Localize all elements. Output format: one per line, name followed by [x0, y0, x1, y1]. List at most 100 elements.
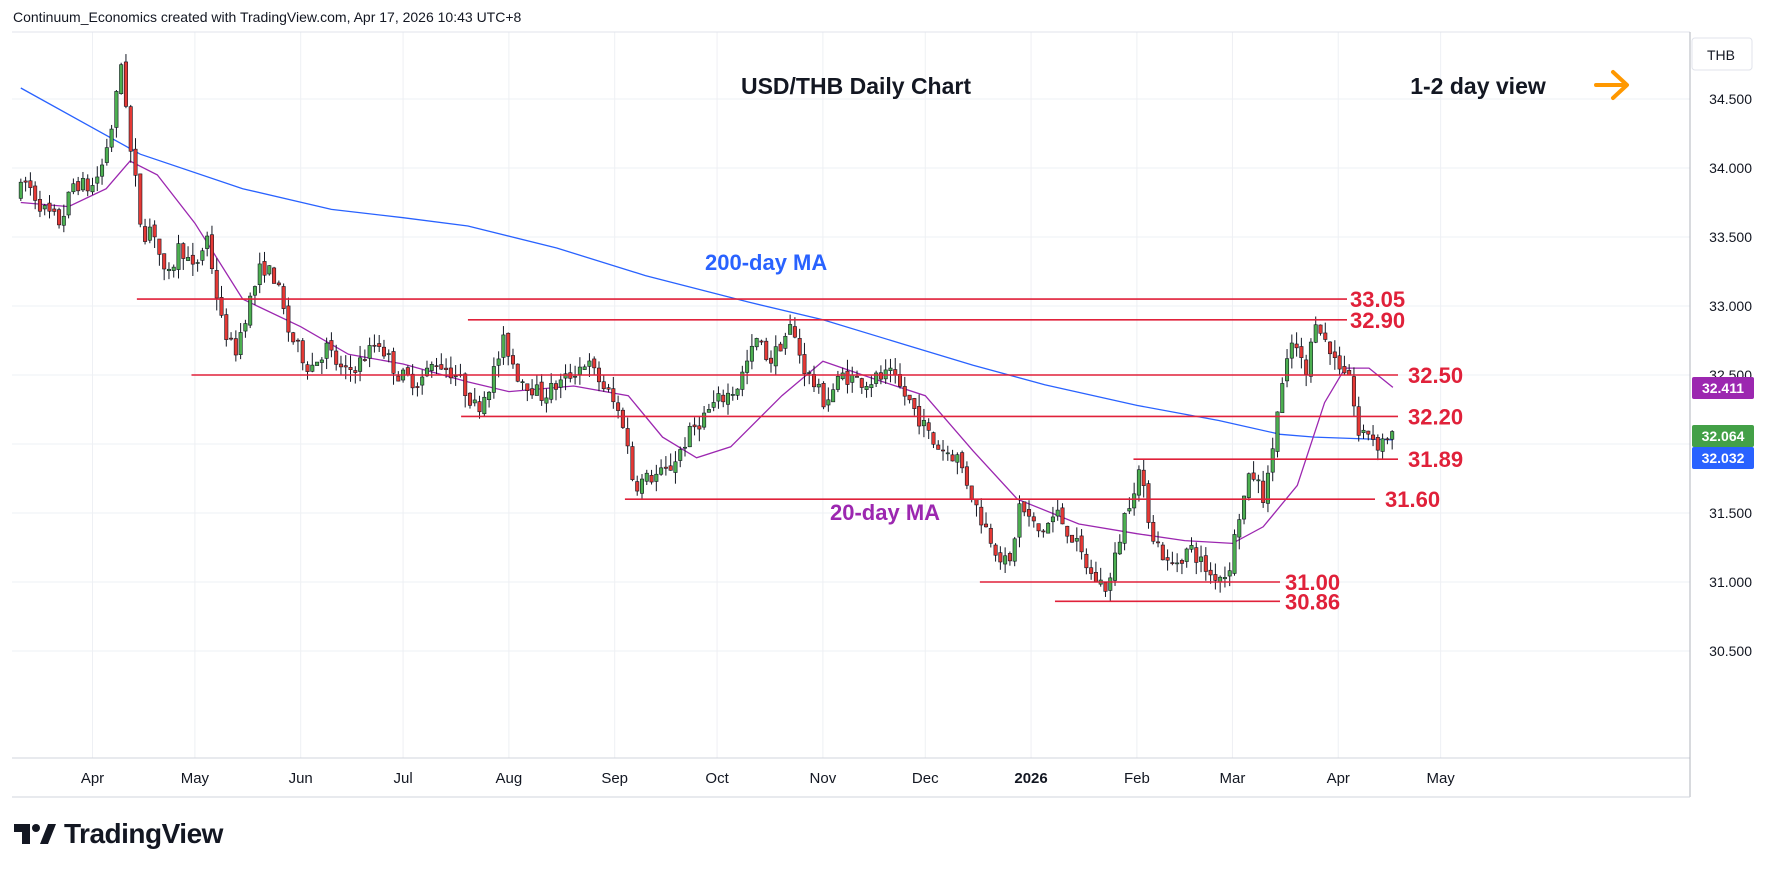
- candle[interactable]: [415, 382, 420, 397]
- candle[interactable]: [596, 361, 601, 392]
- candle[interactable]: [549, 373, 554, 404]
- candle[interactable]: [740, 365, 745, 397]
- candle[interactable]: [988, 523, 993, 548]
- candle[interactable]: [945, 445, 950, 461]
- candle[interactable]: [109, 124, 114, 153]
- candle[interactable]: [1098, 567, 1103, 587]
- candle[interactable]: [257, 252, 262, 294]
- candle[interactable]: [1242, 495, 1247, 525]
- candle[interactable]: [611, 376, 616, 409]
- candle[interactable]: [974, 498, 979, 517]
- candle[interactable]: [1041, 528, 1046, 538]
- candle[interactable]: [1256, 474, 1261, 494]
- candle[interactable]: [1342, 355, 1347, 375]
- candle[interactable]: [57, 207, 62, 229]
- candle[interactable]: [1022, 501, 1027, 517]
- candle[interactable]: [482, 391, 487, 417]
- candle[interactable]: [71, 178, 76, 195]
- candle[interactable]: [23, 176, 28, 192]
- candle[interactable]: [998, 546, 1003, 570]
- candle[interactable]: [534, 374, 539, 396]
- candle[interactable]: [697, 417, 702, 442]
- candle[interactable]: [1127, 497, 1132, 515]
- candle[interactable]: [1304, 354, 1309, 387]
- candle[interactable]: [1050, 506, 1055, 533]
- candle[interactable]: [1380, 433, 1385, 460]
- candle[interactable]: [123, 54, 128, 109]
- candle[interactable]: [1093, 561, 1098, 582]
- candle[interactable]: [1323, 322, 1328, 343]
- candle[interactable]: [267, 265, 272, 276]
- candle[interactable]: [1170, 551, 1175, 566]
- candle[interactable]: [1122, 512, 1127, 551]
- candle[interactable]: [487, 391, 492, 408]
- candle[interactable]: [788, 314, 793, 335]
- candle[interactable]: [630, 441, 635, 482]
- candle[interactable]: [1375, 434, 1380, 461]
- candle[interactable]: [42, 203, 47, 216]
- candle[interactable]: [964, 461, 969, 490]
- candle[interactable]: [1070, 534, 1075, 543]
- candle[interactable]: [1175, 553, 1180, 573]
- candle[interactable]: [558, 373, 563, 399]
- candle[interactable]: [635, 475, 640, 496]
- candle[interactable]: [372, 334, 377, 353]
- candles[interactable]: [18, 54, 1395, 601]
- candle[interactable]: [678, 446, 683, 468]
- candle[interactable]: [224, 308, 229, 347]
- candle[interactable]: [960, 450, 965, 474]
- candle[interactable]: [749, 334, 754, 370]
- candle[interactable]: [410, 364, 415, 396]
- candle[interactable]: [544, 388, 549, 413]
- candle[interactable]: [917, 394, 922, 435]
- candle[interactable]: [152, 220, 157, 249]
- candle[interactable]: [1361, 424, 1366, 439]
- candle[interactable]: [936, 440, 941, 450]
- candle[interactable]: [324, 337, 329, 370]
- candle[interactable]: [1222, 566, 1227, 588]
- candle[interactable]: [1265, 465, 1270, 513]
- candle[interactable]: [792, 317, 797, 339]
- candle[interactable]: [166, 262, 171, 280]
- candle[interactable]: [1347, 364, 1352, 376]
- candle[interactable]: [902, 376, 907, 406]
- candle[interactable]: [1156, 531, 1161, 548]
- candle[interactable]: [1218, 575, 1223, 593]
- candle[interactable]: [955, 452, 960, 475]
- candle[interactable]: [568, 363, 573, 383]
- candle[interactable]: [209, 225, 214, 274]
- candle[interactable]: [1251, 461, 1256, 482]
- candle[interactable]: [907, 394, 912, 404]
- candle[interactable]: [539, 374, 544, 406]
- candle[interactable]: [367, 337, 372, 368]
- candle[interactable]: [176, 234, 181, 279]
- candle[interactable]: [272, 266, 277, 284]
- candle[interactable]: [162, 253, 167, 281]
- candle[interactable]: [219, 285, 224, 318]
- candle[interactable]: [874, 370, 879, 387]
- candle[interactable]: [362, 349, 367, 362]
- candle[interactable]: [286, 297, 291, 342]
- candle[interactable]: [396, 371, 401, 382]
- candle[interactable]: [477, 395, 482, 419]
- candle[interactable]: [601, 375, 606, 392]
- candle[interactable]: [726, 383, 731, 415]
- candle[interactable]: [1060, 503, 1065, 525]
- candle[interactable]: [663, 456, 668, 476]
- candle[interactable]: [76, 176, 81, 196]
- candle[interactable]: [1065, 525, 1070, 544]
- candle[interactable]: [1160, 542, 1165, 561]
- candle[interactable]: [1308, 338, 1313, 383]
- candle[interactable]: [745, 349, 750, 385]
- candle[interactable]: [639, 474, 644, 500]
- candle[interactable]: [276, 280, 281, 287]
- candle[interactable]: [721, 389, 726, 408]
- time-axis[interactable]: Apr May Jun Jul Aug Sep Oct Nov Dec 2026 Feb Mar Apr…: [81, 770, 1455, 787]
- candle[interactable]: [730, 386, 735, 401]
- candle[interactable]: [816, 378, 821, 394]
- candle[interactable]: [348, 355, 353, 382]
- candle[interactable]: [1084, 548, 1089, 575]
- candle[interactable]: [1074, 527, 1079, 552]
- candle[interactable]: [898, 363, 903, 389]
